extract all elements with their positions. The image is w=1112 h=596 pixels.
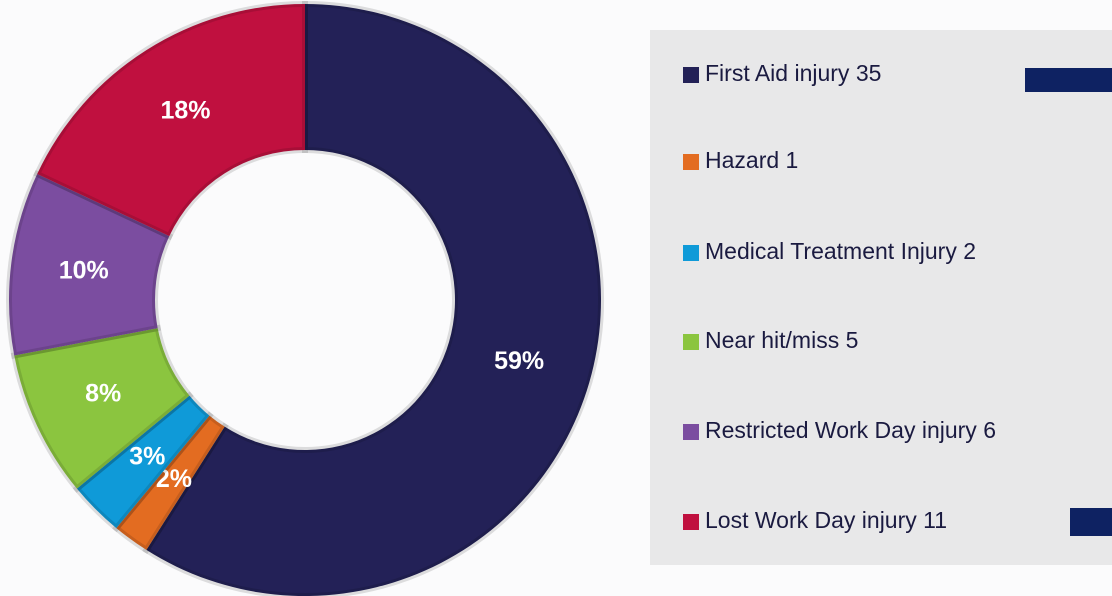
legend-box [650,30,1112,565]
legend-label: Medical Treatment Injury 2 [705,238,976,264]
legend-swatch [683,154,699,170]
decor-bar [1070,508,1112,536]
legend-swatch [683,67,699,83]
legend-swatch [683,424,699,440]
donut-slice [10,324,194,493]
donut-slice [142,0,604,596]
legend-label: Hazard 1 [705,147,798,173]
legend-swatch [683,334,699,350]
slice-label: 18% [160,96,210,124]
donut-slice [72,391,214,533]
legend-swatch [683,245,699,261]
slice-label: 59% [494,347,544,375]
slice-label: 3% [129,442,165,470]
donut-slice [33,0,308,241]
legend-label: Near hit/miss 5 [705,327,858,353]
donut-slice [6,169,174,359]
legend-label: Lost Work Day injury 11 [705,507,947,533]
legend-swatch [683,514,699,530]
slice-label: 8% [85,380,121,408]
legend-label: Restricted Work Day injury 6 [705,417,996,443]
slice-label: 10% [59,257,109,285]
legend-label: First Aid injury 35 [705,60,881,86]
decor-bar [1025,68,1112,92]
